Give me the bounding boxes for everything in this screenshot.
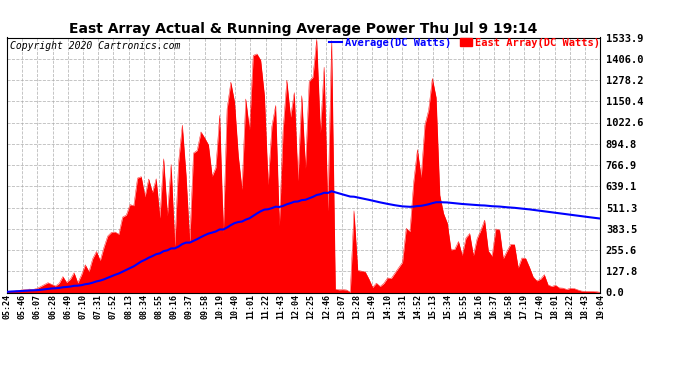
Legend: Average(DC Watts), East Array(DC Watts): Average(DC Watts), East Array(DC Watts) (329, 38, 600, 48)
Title: East Array Actual & Running Average Power Thu Jul 9 19:14: East Array Actual & Running Average Powe… (70, 22, 538, 36)
Text: Copyright 2020 Cartronics.com: Copyright 2020 Cartronics.com (10, 41, 180, 51)
